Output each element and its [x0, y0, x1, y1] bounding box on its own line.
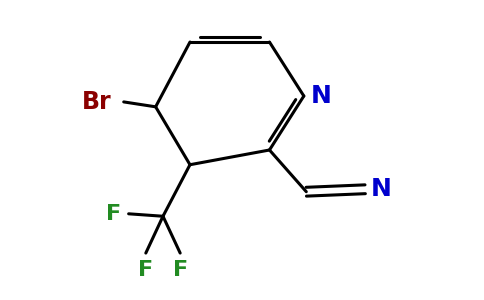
Text: F: F	[138, 260, 153, 280]
Text: N: N	[311, 84, 332, 108]
Text: F: F	[173, 260, 188, 280]
Text: N: N	[371, 177, 392, 201]
Text: Br: Br	[82, 90, 111, 114]
Text: F: F	[106, 204, 121, 224]
